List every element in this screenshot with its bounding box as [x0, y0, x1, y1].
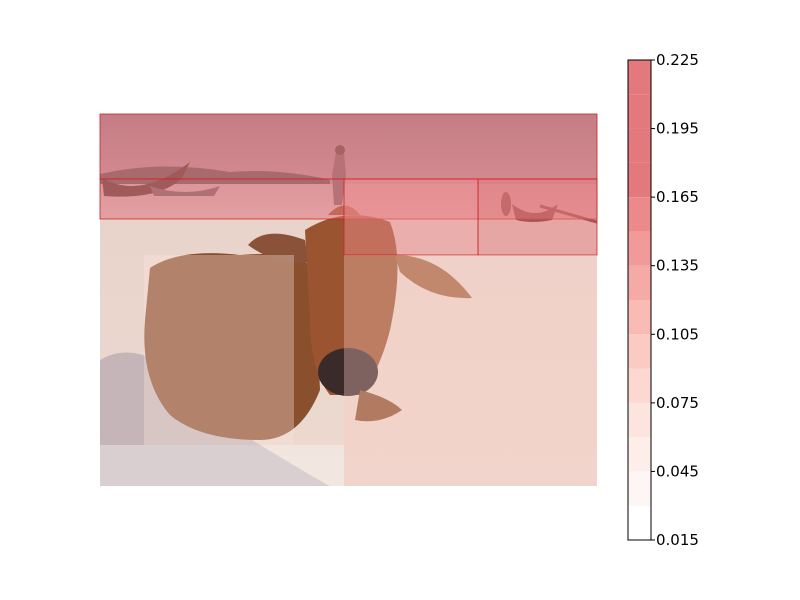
colorbar-tick-label: 0.195	[656, 120, 699, 138]
colorbar-tick-label: 0.105	[656, 325, 699, 343]
heatmap-region-6	[344, 255, 597, 486]
colorbar-segment	[628, 60, 651, 95]
colorbar-segment	[628, 128, 651, 163]
colorbar-segment	[628, 94, 651, 129]
heatmap-region-5	[144, 255, 294, 445]
heatmap-region-3	[477, 178, 598, 256]
colorbar-tick-label: 0.015	[656, 531, 699, 549]
cow-head	[305, 215, 398, 395]
cow-front-leg	[355, 390, 402, 422]
heatmap-overlay	[99, 113, 598, 486]
colorbar-segment	[628, 197, 651, 232]
colorbar-segment	[628, 402, 651, 438]
colorbar-segment	[628, 334, 651, 369]
colorbar: 0.015 0.045 0.075 0.105 0.135 0.165 0.195 0.225	[627, 51, 699, 549]
cow-muzzle	[318, 348, 378, 396]
heatmap-region-1	[99, 113, 598, 180]
colorbar-segment	[628, 368, 651, 403]
colorbar-segment	[628, 471, 651, 506]
cow-body	[144, 253, 320, 440]
colorbar-tick-label: 0.045	[656, 462, 699, 480]
colorbar-tick-label: 0.075	[656, 394, 699, 412]
colorbar-tick-label: 0.225	[656, 51, 699, 69]
colorbar-segment	[628, 437, 651, 472]
colorbar-outline	[627, 59, 652, 541]
colorbar-segment	[628, 300, 651, 335]
colorbar-tick-label: 0.135	[656, 257, 699, 275]
colorbar-segment	[628, 231, 651, 266]
colorbar-tick-label: 0.165	[656, 188, 699, 206]
cow-ear-left	[248, 233, 308, 263]
cow-ear-right	[395, 255, 472, 299]
colorbar-segment	[628, 265, 651, 300]
colorbar-segment	[628, 162, 651, 198]
heatmap-region-4	[343, 178, 479, 256]
colorbar-segment	[628, 505, 651, 540]
heatmap-region-7	[100, 445, 344, 486]
